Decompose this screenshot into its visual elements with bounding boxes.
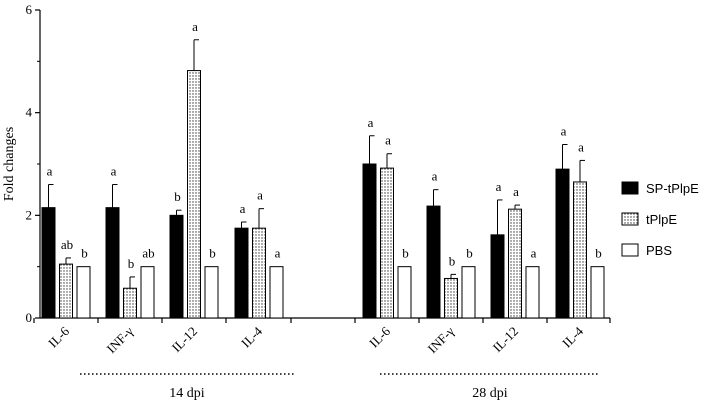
bar (444, 277, 458, 319)
bar (123, 287, 137, 319)
category-label: IL-4 (238, 323, 265, 350)
y-axis-label: Fold changes (2, 127, 17, 201)
legend-label: tPlpE (646, 212, 677, 227)
bar (380, 167, 394, 319)
group-label: 14 dpi (169, 386, 205, 401)
significance-label: b (595, 246, 602, 261)
legend-label: PBS (646, 243, 672, 258)
significance-label: a (496, 179, 502, 194)
bar (555, 168, 570, 319)
significance-label: a (192, 19, 198, 34)
bar (41, 207, 56, 319)
significance-label: a (578, 139, 584, 154)
bar (59, 263, 73, 319)
bar (362, 163, 377, 319)
category-label: IL-12 (169, 324, 201, 356)
category-label: INF-γ (425, 323, 458, 356)
significance-label: b (466, 246, 473, 261)
bar (252, 227, 266, 319)
category-label: IL-4 (559, 323, 586, 350)
significance-label: a (561, 123, 567, 138)
significance-label: a (47, 164, 53, 179)
significance-label: b (209, 246, 216, 261)
significance-label: a (275, 246, 281, 261)
bar (187, 70, 201, 319)
legend-swatch (621, 181, 639, 195)
significance-label: b (402, 246, 409, 261)
bar (397, 266, 412, 319)
bar (590, 266, 605, 319)
significance-label: b (449, 253, 456, 268)
group-label: 28 dpi (472, 386, 508, 401)
bar (490, 234, 505, 319)
bar (573, 181, 587, 319)
bar (269, 266, 284, 319)
bar (234, 227, 249, 319)
legend-label: SP-tPlpE (646, 181, 699, 196)
category-label: INF-γ (104, 323, 137, 356)
significance-label: a (432, 169, 438, 184)
significance-label: a (513, 184, 519, 199)
y-tick-label: 2 (26, 207, 33, 222)
legend-swatch (621, 243, 639, 257)
y-tick-label: 0 (26, 310, 33, 325)
bar (169, 214, 184, 319)
significance-label: ab (142, 246, 154, 261)
significance-label: a (385, 133, 391, 148)
significance-label: b (81, 246, 88, 261)
category-label: IL-6 (366, 323, 393, 350)
significance-label: a (240, 201, 246, 216)
significance-label: b (128, 256, 135, 271)
legend-swatch (621, 212, 639, 226)
y-tick-label: 6 (26, 2, 33, 17)
significance-label: a (257, 188, 263, 203)
category-label: IL-12 (490, 324, 522, 356)
significance-label: a (111, 164, 117, 179)
bar (461, 266, 476, 319)
bar (426, 205, 441, 319)
bar (105, 207, 120, 319)
significance-label: b (174, 189, 181, 204)
bar (525, 266, 540, 319)
y-tick-label: 4 (26, 105, 33, 120)
bar (76, 266, 91, 319)
bar (204, 266, 219, 319)
significance-label: a (531, 246, 537, 261)
significance-label: a (368, 115, 374, 130)
bar (140, 266, 155, 319)
category-label: IL-6 (45, 323, 72, 350)
significance-label: ab (61, 237, 73, 252)
bar (508, 208, 522, 319)
